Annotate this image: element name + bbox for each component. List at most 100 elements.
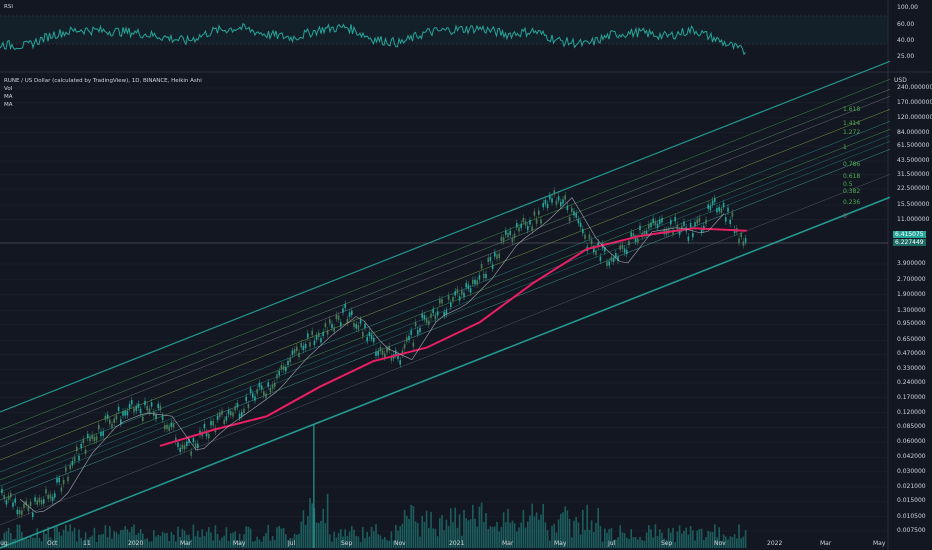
volume-bar bbox=[564, 506, 566, 548]
candle-body bbox=[399, 360, 401, 365]
volume-bar bbox=[628, 538, 630, 548]
volume-bar bbox=[705, 537, 707, 548]
candle-body bbox=[364, 323, 366, 329]
candle-body bbox=[575, 213, 577, 218]
candle-body bbox=[645, 230, 648, 236]
candle-body bbox=[379, 347, 382, 352]
candle-body bbox=[445, 310, 448, 315]
fib-line bbox=[0, 129, 891, 481]
candle-body bbox=[439, 299, 441, 304]
candle-body bbox=[474, 279, 476, 285]
fib-level-label: 1.618 bbox=[843, 106, 861, 113]
candle-body bbox=[91, 434, 93, 439]
volume-bar bbox=[395, 524, 397, 548]
volume-bar bbox=[225, 527, 228, 548]
time-tick-label: Jul bbox=[288, 540, 296, 547]
indicator-ma-1[interactable]: MA bbox=[4, 94, 13, 100]
candle-body bbox=[199, 430, 201, 435]
fib-level-label: 0.236 bbox=[843, 199, 861, 206]
volume-bar bbox=[672, 527, 674, 548]
candle-body bbox=[696, 219, 698, 224]
candle-body bbox=[621, 244, 624, 249]
indicator-ma-2[interactable]: MA bbox=[4, 102, 13, 108]
rsi-panel bbox=[0, 15, 888, 56]
volume-bar bbox=[38, 537, 41, 548]
volume-bar bbox=[601, 541, 604, 548]
rsi-level-100: 100.00 bbox=[897, 4, 918, 11]
candle-body bbox=[54, 493, 56, 498]
candle-body bbox=[593, 247, 595, 253]
price-candles bbox=[1, 187, 747, 521]
volume-bar bbox=[593, 531, 595, 548]
volume-bar bbox=[12, 539, 14, 548]
time-tick-label: 2022 bbox=[767, 540, 783, 547]
volume-bar bbox=[161, 531, 164, 548]
volume-bar bbox=[645, 532, 648, 548]
candle-body bbox=[458, 296, 461, 301]
candle-body bbox=[146, 405, 148, 411]
candle-body bbox=[487, 257, 489, 263]
fib-level-label: 1.414 bbox=[843, 120, 861, 127]
candle-body bbox=[694, 222, 696, 227]
volume-bar bbox=[720, 540, 723, 548]
volume-bar bbox=[32, 537, 34, 548]
volume-bar bbox=[586, 504, 588, 548]
candle-body bbox=[681, 225, 683, 231]
time-tick-label: Aug bbox=[0, 540, 8, 547]
candle-body bbox=[93, 436, 96, 442]
volume-bar bbox=[397, 530, 399, 548]
candle-body bbox=[542, 202, 544, 208]
candle-body bbox=[342, 308, 344, 313]
volume-bar bbox=[566, 510, 569, 548]
price-tick-label: 43.500000 bbox=[897, 156, 930, 164]
volume-bar bbox=[531, 503, 533, 548]
price-tick-label: 0.085000 bbox=[897, 423, 926, 431]
candle-body bbox=[617, 256, 619, 262]
candle-body bbox=[106, 414, 109, 419]
volume-bar bbox=[164, 533, 166, 548]
candle-body bbox=[555, 200, 558, 205]
candle-body bbox=[595, 250, 597, 255]
volume-bar bbox=[276, 527, 278, 548]
volume-bar bbox=[260, 541, 263, 548]
candle-body bbox=[430, 313, 432, 318]
candle-body bbox=[309, 342, 311, 347]
volume-bar bbox=[597, 507, 599, 548]
candle-body bbox=[577, 219, 580, 224]
candle-body bbox=[5, 500, 8, 505]
price-tick-label: 15.500000 bbox=[897, 201, 930, 208]
volume-bar bbox=[293, 533, 296, 548]
volume-bar bbox=[199, 537, 201, 548]
candle-body bbox=[650, 222, 652, 228]
price-badge-open: 6.227449 bbox=[893, 239, 926, 246]
volume-bar bbox=[263, 536, 265, 548]
candle-body bbox=[188, 438, 190, 443]
candle-body bbox=[557, 196, 560, 201]
volume-bar bbox=[654, 524, 657, 548]
candle-body bbox=[104, 415, 107, 421]
time-tick-label: Nov bbox=[714, 540, 726, 547]
candle-body bbox=[417, 330, 419, 335]
candle-body bbox=[84, 449, 87, 454]
candle-body bbox=[373, 337, 375, 343]
indicator-vol[interactable]: Vol bbox=[4, 86, 13, 92]
time-tick-label: Jul bbox=[608, 540, 616, 547]
candle-body bbox=[12, 502, 14, 507]
volume-bar bbox=[51, 539, 54, 548]
volume-bar bbox=[82, 541, 85, 548]
price-tick-label: 120.000000 bbox=[897, 113, 932, 121]
candle-body bbox=[623, 248, 626, 253]
candle-body bbox=[549, 195, 551, 200]
price-tick-label: 1.300000 bbox=[897, 306, 926, 314]
volume-bar bbox=[513, 523, 516, 548]
candle-body bbox=[122, 411, 124, 416]
volume-bar bbox=[256, 536, 258, 548]
volume-bar bbox=[386, 540, 388, 548]
candle-body bbox=[333, 327, 335, 332]
candle-body bbox=[111, 423, 113, 429]
candle-body bbox=[496, 254, 498, 259]
candle-body bbox=[249, 388, 252, 393]
candle-body bbox=[604, 247, 606, 252]
